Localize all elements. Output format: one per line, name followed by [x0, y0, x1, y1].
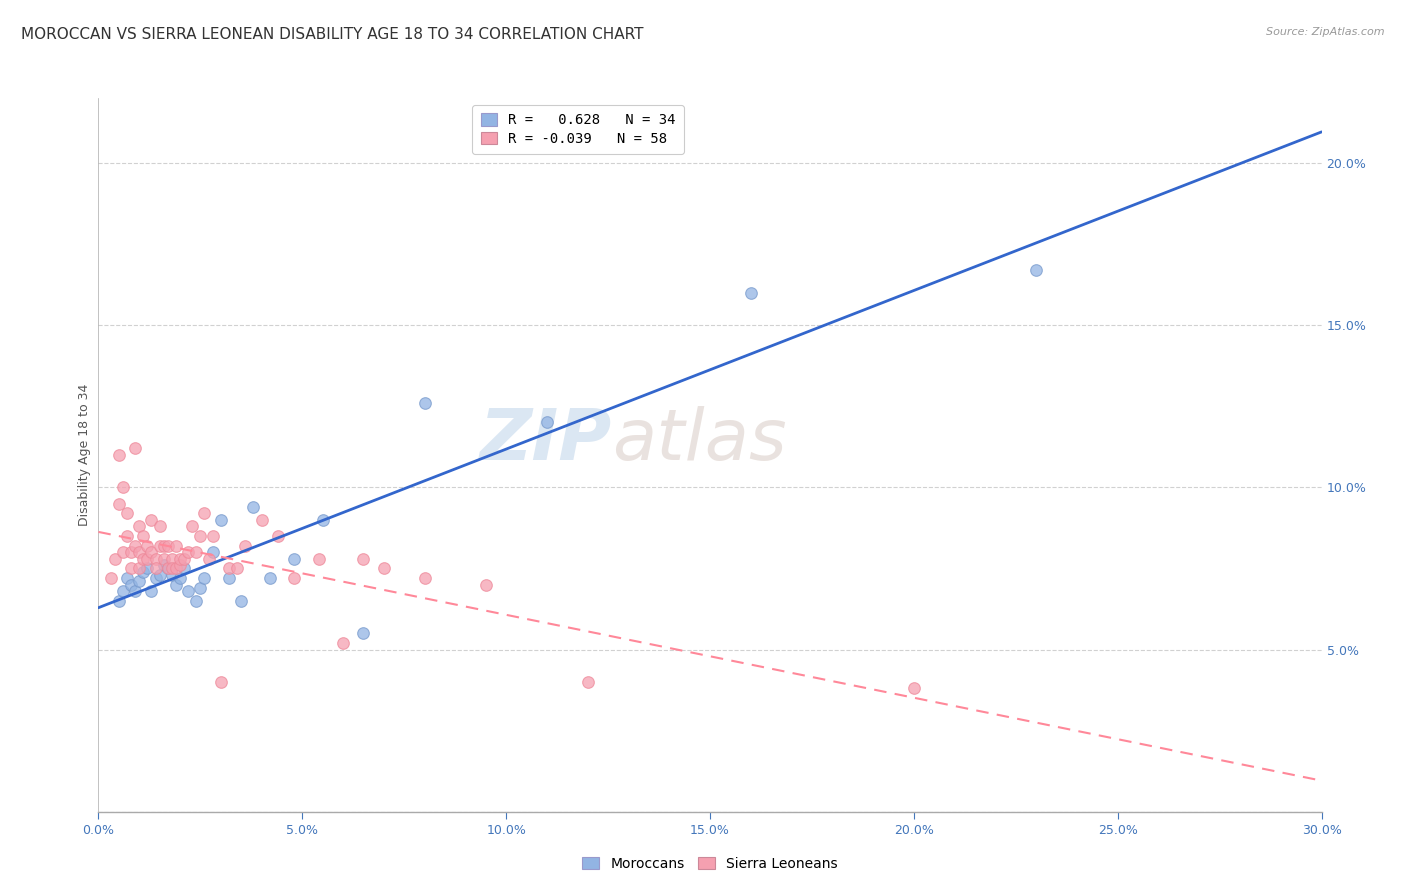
- Point: [169, 571, 191, 585]
- Point: [104, 551, 127, 566]
- Point: [108, 497, 131, 511]
- Point: [413, 396, 436, 410]
- Point: [115, 529, 138, 543]
- Point: [124, 442, 146, 456]
- Point: [136, 551, 159, 566]
- Point: [474, 577, 498, 591]
- Point: [156, 561, 179, 575]
- Point: [141, 545, 163, 559]
- Point: [181, 519, 204, 533]
- Point: [186, 545, 208, 559]
- Point: [152, 551, 174, 566]
- Point: [136, 539, 159, 553]
- Point: [128, 561, 150, 575]
- Point: [413, 571, 436, 585]
- Point: [169, 551, 191, 566]
- Point: [136, 561, 159, 575]
- Point: [188, 529, 212, 543]
- Point: [186, 594, 208, 608]
- Point: [145, 561, 167, 575]
- Point: [250, 513, 273, 527]
- Point: [100, 571, 122, 585]
- Point: [156, 539, 179, 553]
- Point: [165, 539, 187, 553]
- Point: [177, 545, 200, 559]
- Point: [115, 506, 138, 520]
- Point: [576, 675, 599, 690]
- Point: [283, 571, 305, 585]
- Text: ZIP: ZIP: [479, 406, 612, 475]
- Point: [173, 561, 195, 575]
- Point: [332, 636, 354, 650]
- Text: Source: ZipAtlas.com: Source: ZipAtlas.com: [1267, 27, 1385, 37]
- Point: [218, 571, 240, 585]
- Point: [352, 551, 374, 566]
- Point: [283, 551, 305, 566]
- Point: [352, 626, 374, 640]
- Y-axis label: Disability Age 18 to 34: Disability Age 18 to 34: [79, 384, 91, 526]
- Point: [128, 545, 150, 559]
- Point: [312, 513, 335, 527]
- Point: [120, 577, 142, 591]
- Point: [165, 561, 187, 575]
- Point: [120, 561, 142, 575]
- Point: [132, 529, 155, 543]
- Point: [156, 561, 179, 575]
- Point: [209, 513, 232, 527]
- Point: [128, 574, 150, 589]
- Point: [201, 545, 224, 559]
- Point: [132, 565, 155, 579]
- Point: [152, 539, 174, 553]
- Point: [111, 584, 134, 599]
- Point: [128, 519, 150, 533]
- Point: [233, 539, 256, 553]
- Point: [193, 506, 215, 520]
- Point: [218, 561, 240, 575]
- Point: [209, 675, 232, 690]
- Point: [141, 513, 163, 527]
- Point: [242, 500, 264, 514]
- Point: [160, 568, 183, 582]
- Point: [169, 558, 191, 573]
- Point: [193, 571, 215, 585]
- Point: [120, 545, 142, 559]
- Point: [145, 551, 167, 566]
- Point: [903, 681, 925, 696]
- Point: [108, 448, 131, 462]
- Point: [197, 551, 219, 566]
- Legend: Moroccans, Sierra Leoneans: Moroccans, Sierra Leoneans: [576, 851, 844, 876]
- Point: [308, 551, 330, 566]
- Point: [111, 545, 134, 559]
- Point: [536, 416, 558, 430]
- Point: [115, 571, 138, 585]
- Point: [160, 551, 183, 566]
- Point: [259, 571, 281, 585]
- Point: [141, 584, 163, 599]
- Point: [124, 539, 146, 553]
- Point: [149, 568, 172, 582]
- Text: MOROCCAN VS SIERRA LEONEAN DISABILITY AGE 18 TO 34 CORRELATION CHART: MOROCCAN VS SIERRA LEONEAN DISABILITY AG…: [21, 27, 644, 42]
- Point: [160, 561, 183, 575]
- Point: [145, 571, 167, 585]
- Point: [132, 551, 155, 566]
- Point: [111, 480, 134, 494]
- Point: [1025, 263, 1047, 277]
- Point: [226, 561, 249, 575]
- Text: atlas: atlas: [612, 406, 787, 475]
- Point: [165, 577, 187, 591]
- Point: [149, 519, 172, 533]
- Point: [201, 529, 224, 543]
- Point: [149, 539, 172, 553]
- Point: [108, 594, 131, 608]
- Point: [124, 584, 146, 599]
- Point: [152, 558, 174, 573]
- Point: [231, 594, 253, 608]
- Point: [267, 529, 290, 543]
- Point: [740, 285, 762, 300]
- Point: [373, 561, 395, 575]
- Point: [177, 584, 200, 599]
- Point: [188, 581, 212, 595]
- Point: [173, 551, 195, 566]
